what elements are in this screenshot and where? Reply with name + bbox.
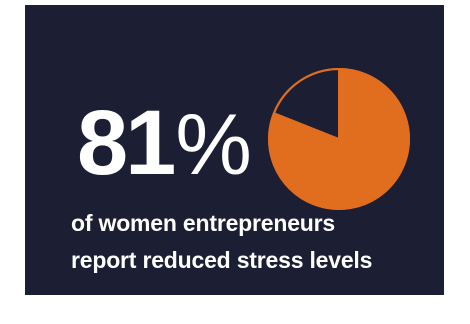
stat-number: 81: [77, 92, 176, 194]
infographic-card: 81 % of women entrepreneurs report reduc…: [25, 5, 444, 295]
caption: of women entrepreneurs report reduced st…: [71, 205, 451, 279]
headline-stat: 81 %: [77, 97, 252, 189]
stat-percent-sign: %: [175, 97, 252, 193]
caption-line-2: report reduced stress levels: [71, 247, 373, 273]
pie-chart: [268, 67, 410, 210]
pie-outline: [268, 68, 410, 210]
caption-line-1: of women entrepreneurs: [71, 210, 335, 236]
